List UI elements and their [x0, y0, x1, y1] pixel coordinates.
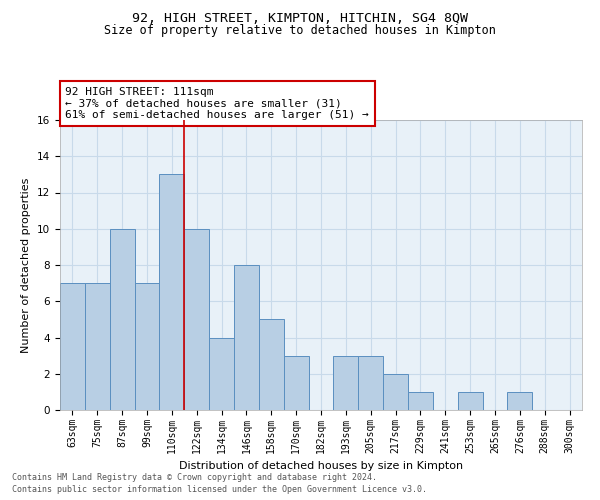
Text: Contains HM Land Registry data © Crown copyright and database right 2024.: Contains HM Land Registry data © Crown c…: [12, 474, 377, 482]
Bar: [408, 392, 433, 410]
Bar: [209, 338, 234, 410]
Text: Size of property relative to detached houses in Kimpton: Size of property relative to detached ho…: [104, 24, 496, 37]
X-axis label: Distribution of detached houses by size in Kimpton: Distribution of detached houses by size …: [179, 461, 463, 471]
Bar: [334, 356, 358, 410]
Bar: [160, 174, 184, 410]
Y-axis label: Number of detached properties: Number of detached properties: [22, 178, 31, 352]
Bar: [458, 392, 482, 410]
Bar: [60, 283, 85, 410]
Bar: [110, 229, 134, 410]
Bar: [134, 283, 160, 410]
Bar: [259, 320, 284, 410]
Bar: [508, 392, 532, 410]
Bar: [184, 229, 209, 410]
Bar: [284, 356, 308, 410]
Bar: [85, 283, 110, 410]
Text: Contains public sector information licensed under the Open Government Licence v3: Contains public sector information licen…: [12, 485, 427, 494]
Bar: [383, 374, 408, 410]
Text: 92 HIGH STREET: 111sqm
← 37% of detached houses are smaller (31)
61% of semi-det: 92 HIGH STREET: 111sqm ← 37% of detached…: [65, 87, 369, 120]
Bar: [234, 265, 259, 410]
Bar: [358, 356, 383, 410]
Text: 92, HIGH STREET, KIMPTON, HITCHIN, SG4 8QW: 92, HIGH STREET, KIMPTON, HITCHIN, SG4 8…: [132, 12, 468, 26]
